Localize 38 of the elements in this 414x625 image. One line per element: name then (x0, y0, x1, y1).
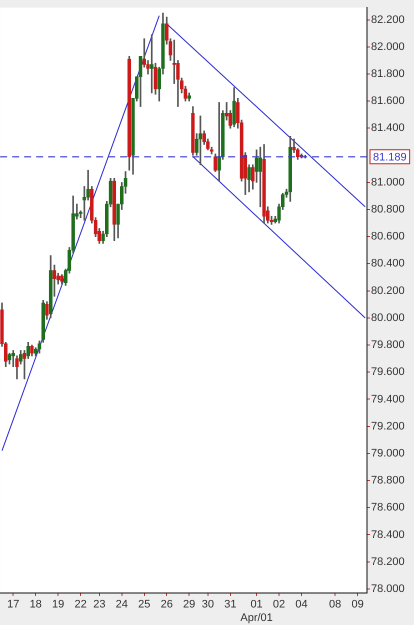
y-tick-label: 80.800 (371, 204, 405, 216)
y-tick-label: 78.400 (371, 528, 405, 541)
x-tick-label: 22 (74, 598, 87, 611)
x-tick-label: 19 (52, 598, 64, 611)
y-tick-label: 81.400 (371, 122, 405, 134)
y-tick-label: 82.000 (371, 40, 405, 53)
y-tick-label: 79.800 (371, 339, 405, 352)
x-tick-label: 04 (295, 598, 308, 611)
y-tick-label: 81.600 (371, 95, 405, 108)
y-tick-label: 81.800 (371, 68, 405, 80)
y-tick-label: 80.200 (371, 284, 405, 297)
y-tick-label: 79.000 (371, 447, 405, 460)
x-tick-label: 08 (329, 598, 342, 611)
y-tick-label: 80.600 (371, 230, 405, 243)
x-tick-label: 02 (272, 598, 286, 611)
y-tick-label: 79.400 (371, 393, 405, 406)
x-tick-label: 18 (30, 598, 42, 611)
x-tick-label: 09 (352, 598, 364, 611)
ref-line-label: 81.189 (373, 151, 407, 164)
y-tick-label: 81.000 (371, 176, 405, 188)
y-tick-label: 79.600 (371, 366, 405, 378)
y-tick-label: 78.200 (371, 556, 405, 568)
y-tick-label: 80.000 (371, 312, 405, 324)
x-tick-label: 23 (93, 598, 106, 611)
x-tick-label: 17 (7, 598, 20, 611)
y-tick-label: 79.200 (371, 420, 405, 432)
x-tick-label: 25 (138, 598, 150, 611)
x-tick-label: 29 (183, 598, 196, 611)
x-tick-label: 01 Apr/01 (240, 598, 273, 624)
x-tick-label: 31 (224, 598, 236, 611)
y-tick-label: 80.400 (371, 258, 405, 270)
y-tick-label: 78.000 (371, 582, 405, 595)
x-tick-label: 30 (202, 598, 214, 611)
y-tick-label: 82.200 (371, 14, 405, 26)
x-tick-label: 26 (160, 598, 173, 611)
y-tick-label: 78.600 (371, 502, 405, 514)
x-tick-label: 24 (116, 598, 128, 611)
y-tick-label: 78.800 (371, 474, 405, 487)
